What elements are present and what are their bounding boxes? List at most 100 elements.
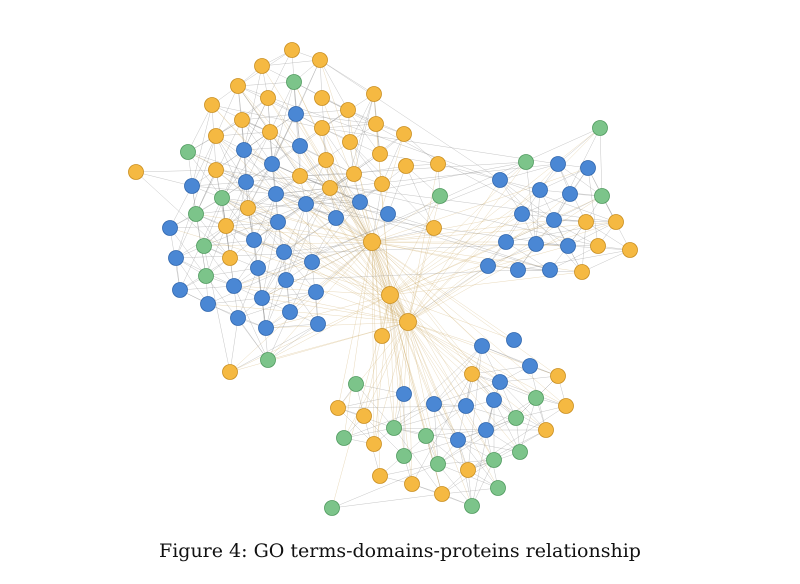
graph-edge	[373, 321, 409, 445]
go-term-node	[374, 176, 390, 192]
graph-edge	[237, 267, 259, 319]
protein-node	[560, 238, 576, 254]
graph-edge	[237, 85, 373, 243]
graph-edge	[245, 175, 301, 183]
graph-edge	[325, 159, 391, 296]
go-term-node	[260, 90, 276, 106]
graph-edge	[275, 193, 361, 203]
protein-node	[510, 262, 526, 278]
graph-edge	[305, 203, 391, 296]
graph-edge	[403, 321, 409, 395]
graph-edge	[407, 127, 601, 323]
graph-edge	[261, 241, 373, 299]
graph-edge	[371, 241, 409, 323]
graph-edge	[371, 241, 483, 347]
graph-edge	[407, 161, 527, 323]
graph-edge	[261, 65, 373, 243]
graph-edge	[407, 193, 571, 323]
graph-edge	[299, 175, 599, 247]
graph-edge	[393, 427, 487, 431]
go-term-node	[399, 313, 417, 331]
network-svg	[128, 42, 638, 516]
graph-edge	[371, 241, 383, 337]
go-term-node	[363, 233, 381, 251]
graph-edge	[229, 181, 247, 259]
graph-edge	[437, 163, 501, 181]
graph-edge	[237, 81, 295, 87]
graph-edge	[389, 294, 405, 395]
protein-node	[264, 156, 280, 172]
go-term-node	[396, 126, 412, 142]
graph-edge	[243, 145, 301, 151]
graph-edge	[349, 141, 435, 229]
graph-edge	[371, 183, 383, 243]
graph-edge	[467, 429, 547, 471]
domain-node	[508, 410, 524, 426]
graph-edge	[285, 269, 519, 281]
graph-edge	[371, 241, 439, 465]
protein-node	[474, 338, 490, 354]
graph-edge	[371, 241, 495, 461]
graph-edge	[225, 187, 331, 227]
graph-edge	[425, 405, 467, 437]
graph-edge	[389, 127, 601, 296]
graph-edge	[267, 321, 409, 361]
graph-edge	[499, 375, 559, 383]
graph-edge	[471, 459, 495, 507]
go-term-node	[538, 422, 554, 438]
protein-node	[528, 236, 544, 252]
graph-edge	[233, 179, 501, 287]
graph-edge	[175, 257, 209, 305]
graph-edge	[487, 243, 537, 267]
protein-node	[486, 392, 502, 408]
graph-edge	[433, 381, 501, 405]
graph-edge	[349, 93, 375, 143]
protein-node	[498, 234, 514, 250]
graph-edge	[371, 221, 617, 243]
graph-edge	[267, 323, 319, 361]
graph-edge	[283, 203, 307, 253]
protein-node	[292, 138, 308, 154]
graph-edge	[261, 291, 317, 299]
graph-edge	[169, 225, 227, 229]
graph-edge	[471, 399, 495, 507]
graph-edge	[557, 127, 601, 165]
graph-edge	[289, 261, 313, 313]
go-term-node	[372, 146, 388, 162]
graph-edge	[169, 227, 207, 277]
graph-edge	[211, 104, 323, 129]
graph-edge	[135, 171, 231, 259]
graph-edge	[371, 227, 435, 243]
graph-edge	[519, 397, 537, 453]
graph-edge	[135, 169, 217, 173]
domain-node	[196, 238, 212, 254]
go-term-node	[330, 400, 346, 416]
graph-edge	[371, 241, 537, 399]
go-term-node	[230, 78, 246, 94]
domain-node	[464, 498, 480, 514]
graph-edge	[471, 365, 531, 375]
graph-edge	[241, 113, 297, 121]
graph-edge	[277, 221, 391, 296]
graph-edge	[389, 219, 555, 296]
graph-edge	[347, 109, 381, 155]
graph-edge	[389, 294, 427, 437]
graph-edge	[207, 297, 263, 305]
domain-node	[490, 480, 506, 496]
network-graph	[128, 42, 638, 516]
graph-edge	[267, 241, 373, 361]
protein-node	[270, 214, 286, 230]
go-term-node	[374, 328, 390, 344]
go-term-node	[322, 180, 338, 196]
protein-node	[226, 278, 242, 294]
graph-edge	[319, 59, 349, 111]
graph-edge	[499, 163, 559, 181]
go-term-node	[366, 86, 382, 102]
graph-edge	[267, 311, 291, 361]
protein-node	[458, 398, 474, 414]
domain-node	[286, 74, 302, 90]
graph-edge	[587, 167, 599, 247]
graph-edge	[311, 217, 337, 263]
graph-edge	[215, 131, 271, 137]
protein-node	[308, 284, 324, 300]
